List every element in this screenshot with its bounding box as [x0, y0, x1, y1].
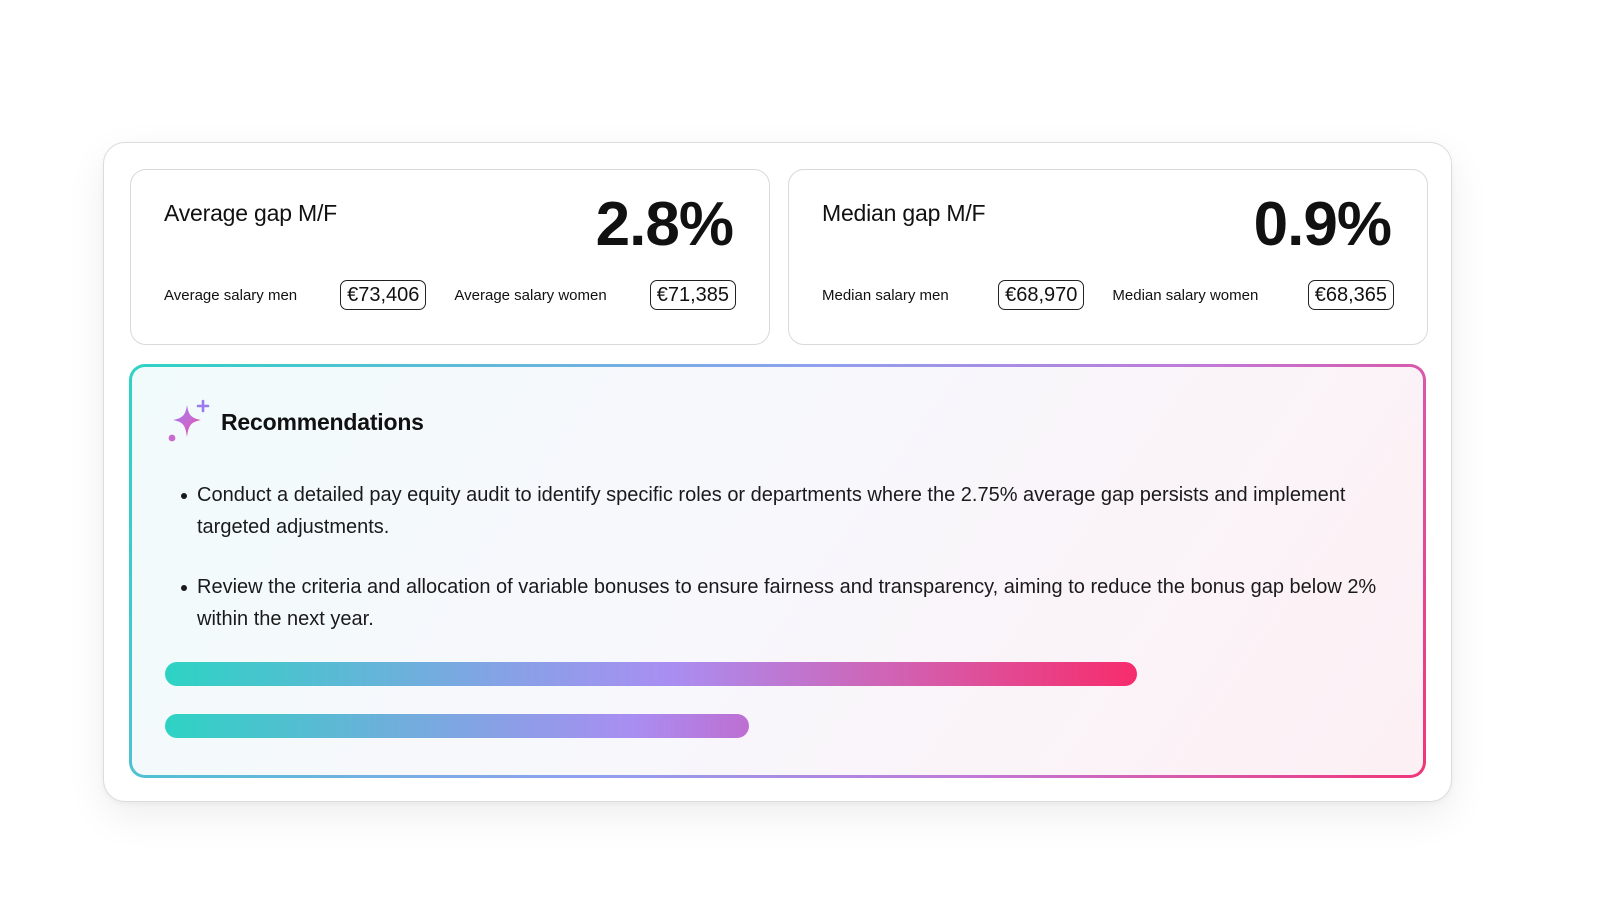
average-salary-women-label: Average salary women [454, 286, 607, 304]
average-salary-row: Average salary men €73,406 Average salar… [164, 280, 736, 310]
average-salary-men-value: €73,406 [340, 280, 427, 310]
average-gap-value: 2.8% [595, 190, 734, 259]
average-gap-card: Average gap M/F 2.8% Average salary men … [130, 169, 770, 345]
median-gap-value: 0.9% [1253, 190, 1392, 259]
progress-bar-primary [165, 662, 1137, 686]
recommendations-body: Recommendations Conduct a detailed pay e… [132, 367, 1423, 775]
recommendation-item: Review the criteria and allocation of va… [181, 571, 1387, 635]
median-salary-women-label: Median salary women [1112, 286, 1259, 304]
recommendations-header: Recommendations [165, 399, 424, 445]
median-salary-men-label: Median salary men [822, 286, 949, 304]
median-gap-card: Median gap M/F 0.9% Median salary men €6… [788, 169, 1428, 345]
recommendations-title: Recommendations [221, 408, 424, 435]
median-salary-women-value: €68,365 [1307, 280, 1395, 310]
pay-gap-panel: Average gap M/F 2.8% Average salary men … [103, 142, 1452, 802]
recommendations-list: Conduct a detailed pay equity audit to i… [181, 479, 1387, 663]
median-salary-men-value: €68,970 [998, 280, 1085, 310]
average-salary-women-value: €71,385 [649, 280, 736, 310]
recommendation-item: Conduct a detailed pay equity audit to i… [181, 479, 1387, 543]
recommendations-card: Recommendations Conduct a detailed pay e… [129, 364, 1426, 778]
average-gap-title: Average gap M/F [164, 200, 338, 226]
median-gap-title: Median gap M/F [822, 200, 986, 226]
median-salary-row: Median salary men €68,970 Median salary … [822, 280, 1395, 310]
average-salary-men-label: Average salary men [164, 286, 298, 304]
progress-bar-secondary [165, 714, 749, 738]
sparkle-icon [168, 399, 210, 442]
